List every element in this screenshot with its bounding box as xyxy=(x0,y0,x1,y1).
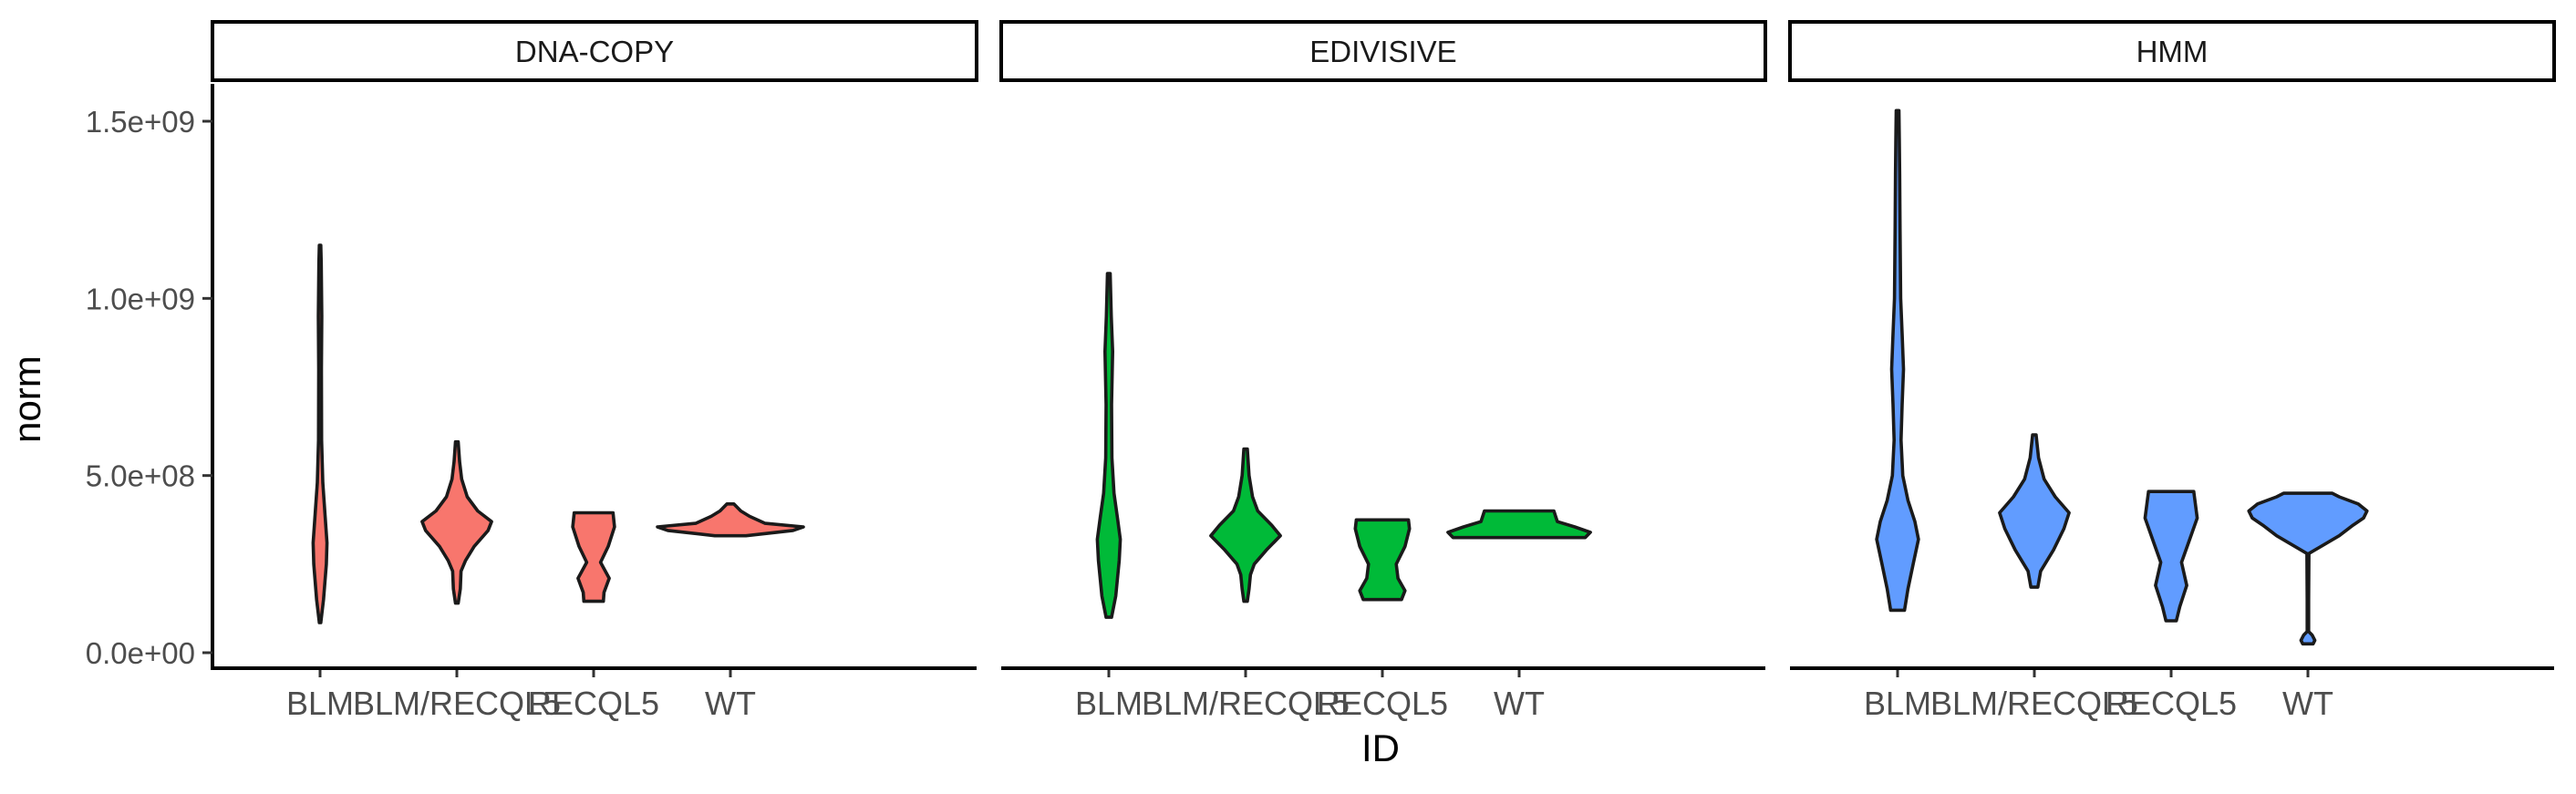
x-tick-label: WT xyxy=(2282,685,2333,722)
violin-edivisive-blm xyxy=(1095,272,1122,619)
violin-dna-copy-blm xyxy=(311,243,329,624)
x-tick-label: RECQL5 xyxy=(1317,685,1448,722)
facet-strip xyxy=(1788,20,2556,82)
y-axis-title: norm xyxy=(5,356,48,443)
y-tick-label: 1.5e+09 xyxy=(86,105,195,139)
facet-strip-label: DNA-COPY xyxy=(515,35,674,68)
violin-hmm-wt xyxy=(2247,491,2369,646)
facet-strip-label: EDIVISIVE xyxy=(1309,35,1456,68)
y-tick-label: 1.0e+09 xyxy=(86,282,195,315)
x-tick-label: RECQL5 xyxy=(528,685,659,722)
violin-edivisive-wt xyxy=(1446,509,1592,540)
facet-strip xyxy=(211,20,978,82)
violin-edivisive-recql5 xyxy=(1353,518,1412,602)
violin-edivisive-blm-recql5 xyxy=(1209,447,1282,603)
x-tick-label: BLM/RECQL5 xyxy=(353,685,561,722)
x-tick-label: WT xyxy=(1494,685,1545,722)
x-tick-label: BLM xyxy=(1075,685,1143,722)
x-tick-label: WT xyxy=(705,685,756,722)
y-tick-label: 5.0e+08 xyxy=(86,459,195,493)
x-axis-title: ID xyxy=(1361,727,1400,769)
facet-strip-label: HMM xyxy=(2136,35,2209,68)
x-tick-label: BLM xyxy=(286,685,354,722)
violin-hmm-blm xyxy=(1875,108,1920,613)
y-axis: 0.0e+00 5.0e+08 1.0e+09 1.5e+09 xyxy=(86,84,214,670)
violin-hmm-recql5 xyxy=(2143,490,2199,623)
x-tick-label: BLM/RECQL5 xyxy=(1930,685,2138,722)
y-tick-label: 0.0e+00 xyxy=(86,636,195,670)
facet-strip xyxy=(999,20,1767,82)
x-tick-label: RECQL5 xyxy=(2105,685,2237,722)
x-tick-label: BLM xyxy=(1864,685,1931,722)
violin-hmm-blm-recql5 xyxy=(1998,433,2071,589)
violin-dna-copy-recql5 xyxy=(571,510,616,603)
violin-dna-copy-wt xyxy=(656,502,805,538)
x-tick-label: BLM/RECQL5 xyxy=(1142,685,1350,722)
violin-dna-copy-blm-recql5 xyxy=(420,439,493,605)
